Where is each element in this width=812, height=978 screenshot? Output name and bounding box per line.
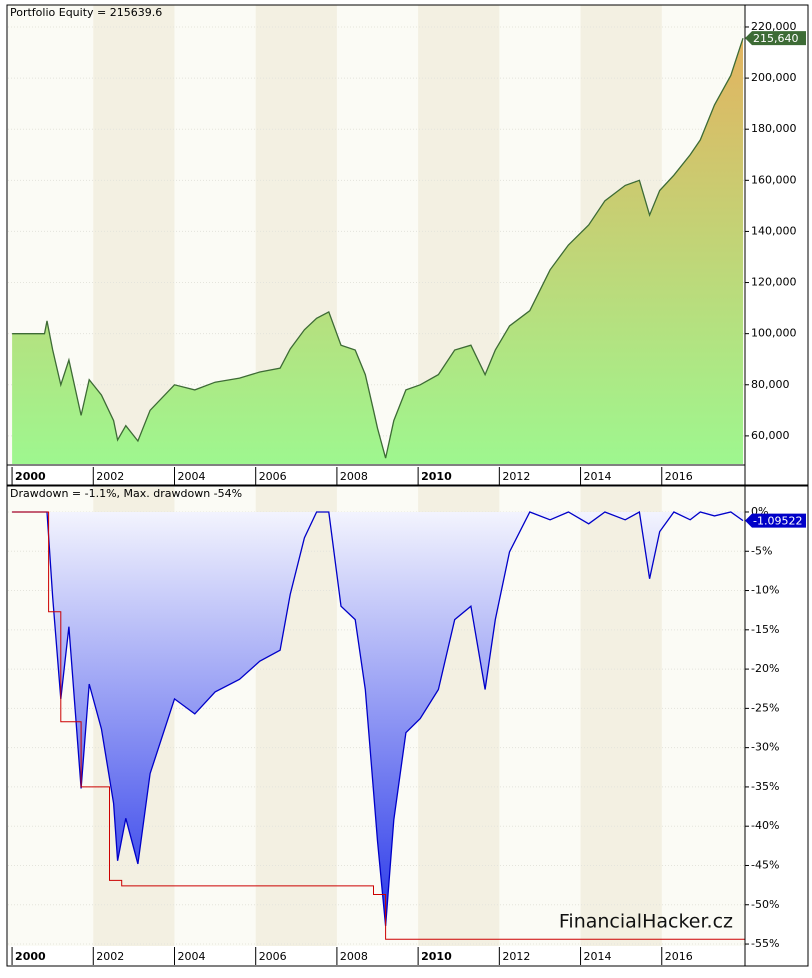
x-tick-label: 2016 (665, 470, 693, 483)
y-tick-label: 180,000 (751, 122, 797, 135)
y-tick-label: 200,000 (751, 71, 797, 84)
y-tick-label: -10% (751, 584, 779, 597)
y-tick-label: 140,000 (751, 224, 797, 237)
x-tick-label: 2014 (584, 950, 612, 963)
panel-title: Drawdown = -1.1%, Max. drawdown -54% (10, 487, 242, 500)
x-tick-label: 2012 (502, 950, 530, 963)
last-value-tag (745, 31, 806, 46)
series-line (12, 510, 744, 927)
x-tick-label: 2008 (340, 950, 368, 963)
x-tick-label: 2016 (665, 950, 693, 963)
x-tick-label: 2004 (177, 950, 205, 963)
x-tick-label: 2004 (177, 470, 205, 483)
x-tick-label: 2002 (96, 950, 124, 963)
y-tick-label: -15% (751, 623, 779, 636)
y-tick-label: -5% (751, 544, 772, 557)
y-tick-label: -25% (751, 701, 779, 714)
y-tick-label: 160,000 (751, 173, 797, 186)
x-tick-label: 2002 (96, 470, 124, 483)
y-tick-label: 60,000 (751, 429, 790, 442)
y-tick-label: 100,000 (751, 327, 797, 340)
x-tick-label: 2006 (259, 950, 287, 963)
x-tick-label: 2014 (584, 470, 612, 483)
y-tick-label: -55% (751, 937, 779, 950)
y-tick-label: 220,000 (751, 20, 797, 33)
panel-title: Portfolio Equity = 215639.6 (10, 6, 162, 19)
y-tick-label: -45% (751, 858, 779, 871)
x-tick-label: 2006 (259, 470, 287, 483)
y-tick-label: -40% (751, 819, 779, 832)
x-tick-label: 2008 (340, 470, 368, 483)
last-value-label: -1.09522 (753, 515, 802, 528)
x-tick-label: 2010 (421, 950, 452, 963)
x-tick-label: 2010 (421, 470, 452, 483)
x-tick-label: 2012 (502, 470, 530, 483)
last-value-tag (745, 513, 806, 528)
panel-frame (6, 4, 809, 486)
panel-frame (6, 485, 809, 967)
max-drawdown-line (12, 511, 745, 940)
series-line (12, 37, 744, 459)
area-fill (12, 511, 744, 926)
y-tick-label: -20% (751, 662, 779, 675)
x-tick-label: 2000 (15, 950, 46, 963)
y-tick-label: 80,000 (751, 378, 790, 391)
y-tick-label: -30% (751, 741, 779, 754)
year-band (93, 5, 175, 464)
y-tick-label: -35% (751, 780, 779, 793)
y-tick-label: 120,000 (751, 276, 797, 289)
last-value-label: 215,640 (753, 32, 799, 45)
y-tick-label: -50% (751, 898, 779, 911)
watermark: FinancialHacker.cz (559, 911, 733, 933)
x-tick-label: 2000 (15, 470, 46, 483)
area-fill (12, 38, 744, 464)
